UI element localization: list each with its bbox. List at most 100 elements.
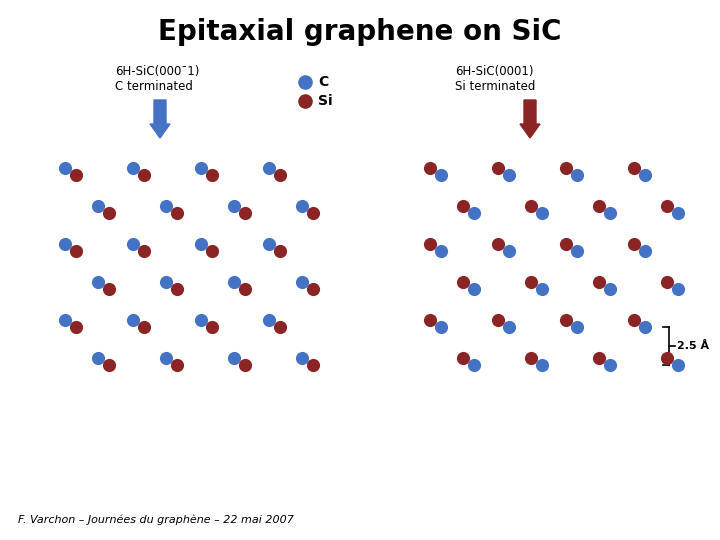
Point: [593, 354, 605, 362]
Point: [195, 164, 207, 172]
Point: [274, 171, 286, 179]
Point: [239, 208, 251, 217]
Point: [264, 164, 275, 172]
Point: [239, 285, 251, 293]
Point: [228, 354, 240, 362]
Point: [560, 240, 572, 248]
Point: [274, 247, 286, 255]
Point: [492, 316, 504, 325]
Point: [307, 361, 319, 369]
Point: [468, 285, 480, 293]
Point: [138, 323, 150, 332]
Point: [92, 278, 104, 286]
Point: [171, 208, 183, 217]
Point: [639, 323, 651, 332]
Point: [593, 201, 605, 210]
Point: [435, 323, 446, 332]
FancyArrow shape: [150, 100, 170, 138]
Text: 6H-SiC(0001): 6H-SiC(0001): [455, 65, 534, 78]
Point: [503, 247, 515, 255]
Point: [300, 78, 311, 86]
Point: [492, 164, 504, 172]
Point: [526, 278, 537, 286]
Point: [264, 240, 275, 248]
Point: [424, 240, 436, 248]
Point: [71, 247, 82, 255]
Point: [604, 208, 616, 217]
Point: [672, 208, 684, 217]
Text: Epitaxial graphene on SiC: Epitaxial graphene on SiC: [158, 18, 562, 46]
Point: [536, 285, 548, 293]
Point: [571, 171, 582, 179]
Point: [629, 164, 640, 172]
Point: [560, 164, 572, 172]
Point: [424, 316, 436, 325]
Point: [228, 201, 240, 210]
Point: [661, 278, 672, 286]
Point: [457, 278, 469, 286]
Point: [307, 285, 319, 293]
Point: [296, 354, 307, 362]
Point: [307, 208, 319, 217]
Point: [59, 240, 71, 248]
Point: [239, 361, 251, 369]
Point: [92, 201, 104, 210]
Point: [604, 285, 616, 293]
Text: Si terminated: Si terminated: [455, 80, 536, 93]
Point: [206, 247, 217, 255]
Point: [71, 323, 82, 332]
Point: [138, 171, 150, 179]
Point: [103, 285, 114, 293]
Point: [629, 240, 640, 248]
Point: [103, 361, 114, 369]
Point: [639, 171, 651, 179]
Point: [560, 316, 572, 325]
Text: 6H-SiC(000¯1): 6H-SiC(000¯1): [115, 65, 199, 78]
Point: [639, 247, 651, 255]
Point: [457, 354, 469, 362]
Point: [274, 323, 286, 332]
Point: [457, 201, 469, 210]
Point: [536, 208, 548, 217]
Point: [127, 316, 139, 325]
Point: [264, 316, 275, 325]
Point: [661, 201, 672, 210]
Point: [171, 285, 183, 293]
Point: [296, 278, 307, 286]
FancyArrow shape: [520, 100, 540, 138]
Point: [59, 164, 71, 172]
Point: [195, 316, 207, 325]
Point: [672, 285, 684, 293]
Point: [206, 171, 217, 179]
Text: C terminated: C terminated: [115, 80, 193, 93]
Point: [536, 361, 548, 369]
Point: [127, 240, 139, 248]
Point: [526, 201, 537, 210]
Point: [604, 361, 616, 369]
Point: [571, 323, 582, 332]
Text: C: C: [318, 75, 328, 89]
Point: [435, 171, 446, 179]
Point: [468, 208, 480, 217]
Point: [661, 354, 672, 362]
Point: [59, 316, 71, 325]
Point: [629, 316, 640, 325]
Point: [103, 208, 114, 217]
Point: [296, 201, 307, 210]
Point: [503, 171, 515, 179]
Point: [424, 164, 436, 172]
Point: [593, 278, 605, 286]
Point: [571, 247, 582, 255]
Point: [206, 323, 217, 332]
Point: [127, 164, 139, 172]
Point: [92, 354, 104, 362]
Point: [300, 97, 311, 105]
Point: [171, 361, 183, 369]
Point: [161, 354, 172, 362]
Point: [161, 201, 172, 210]
Point: [195, 240, 207, 248]
Point: [138, 247, 150, 255]
Point: [228, 278, 240, 286]
Text: Si: Si: [318, 94, 333, 108]
Text: F. Varchon – Journées du graphène – 22 mai 2007: F. Varchon – Journées du graphène – 22 m…: [18, 515, 294, 525]
